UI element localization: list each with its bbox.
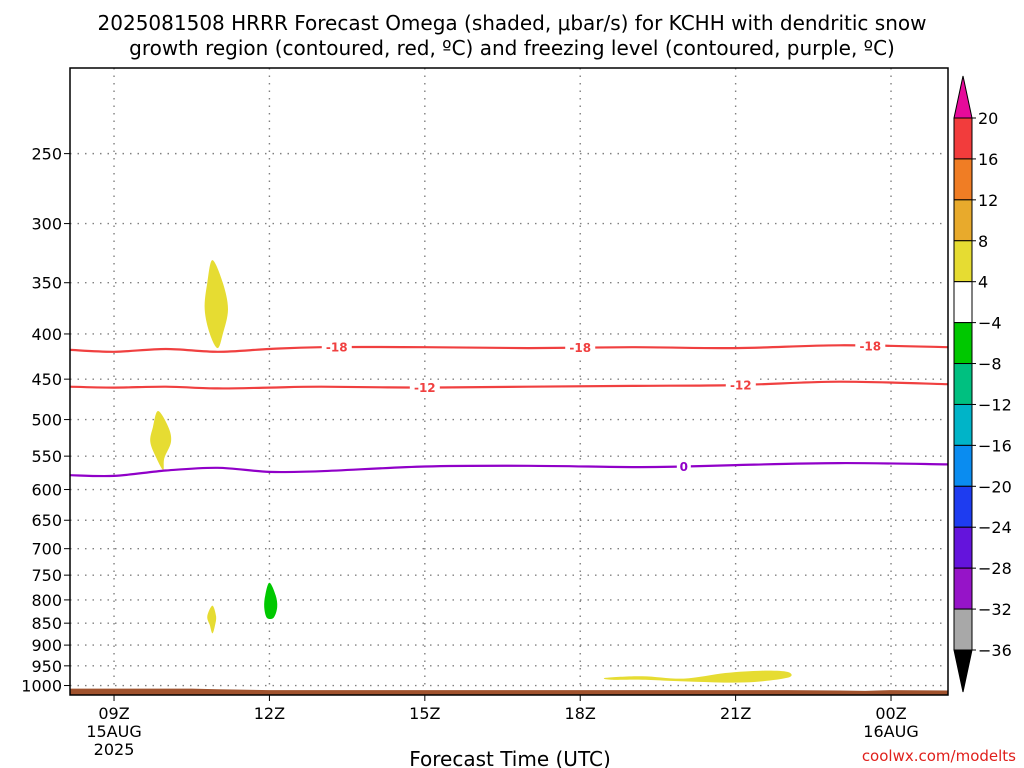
contour-label-0-1: -18	[569, 341, 591, 355]
omega-blob-1	[150, 411, 172, 470]
colorbar-band-8	[953, 444, 973, 487]
omega-blob-3	[264, 582, 278, 620]
colorbar-band-6	[953, 363, 973, 405]
x-tick-label-9-1: 15AUG	[86, 722, 141, 741]
y-tick-label-1000: 1000	[21, 677, 62, 696]
x-tick-label-24-1: 16AUG	[863, 722, 918, 741]
y-tick-label-700: 700	[31, 540, 62, 559]
y-tick-label-950: 950	[31, 657, 62, 676]
contour-label-bg	[676, 459, 691, 474]
contour-line-0	[69, 344, 949, 353]
title-line-2: growth region (contoured, red, ºC) and f…	[129, 36, 895, 60]
y-tick-label-250: 250	[31, 145, 62, 164]
omega-blob-2	[207, 605, 217, 634]
colorbar-band-4	[953, 281, 973, 324]
colorbar-label-10: −24	[978, 518, 1012, 537]
contours: -18 -18 -18 -12 -12 0	[69, 338, 949, 478]
contour-label-0-0: -18	[326, 341, 348, 355]
omega-blob-4	[603, 670, 792, 683]
colorbar-label-7: −12	[978, 395, 1012, 414]
surface-fill	[70, 688, 948, 695]
contour-label-2-0: 0	[680, 460, 688, 474]
x-tick-label-18-0: 18Z	[565, 704, 596, 723]
y-tick-label-750: 750	[31, 566, 62, 585]
title-line-1: 2025081508 HRRR Forecast Omega (shaded, …	[98, 11, 927, 35]
colorbar-label-3: 8	[978, 232, 988, 251]
colorbar-band-7	[953, 403, 973, 446]
surface-terrain	[70, 688, 948, 695]
contour-label-bg	[725, 377, 756, 392]
colorbar-label-2: 12	[978, 191, 998, 210]
y-tick-label-600: 600	[31, 481, 62, 500]
colorbar-band-12	[953, 608, 973, 651]
contour-line-1	[69, 380, 949, 390]
colorbar-label-12: −32	[978, 600, 1012, 619]
x-tick-label-9-2: 2025	[94, 740, 135, 759]
colorbar-band-3	[953, 240, 973, 283]
y-tick-label-550: 550	[31, 447, 62, 466]
y-tick-label-450: 450	[31, 370, 62, 389]
title: 2025081508 HRRR Forecast Omega (shaded, …	[98, 11, 927, 60]
colorbar-top-arrow	[953, 75, 973, 119]
plot-frame	[69, 67, 949, 696]
omega-shading	[150, 260, 792, 683]
contour-label-bg	[409, 380, 440, 395]
colorbar-band-5	[953, 322, 973, 365]
x-tick-label-15-0: 15Z	[409, 704, 440, 723]
colorbar-label-0: 20	[978, 109, 998, 128]
contour-label-1-1: -12	[730, 378, 752, 392]
y-tick-label-400: 400	[31, 325, 62, 344]
colorbar-label-1: 16	[978, 150, 998, 169]
colorbar-label-5: −4	[978, 314, 1002, 333]
colorbar-label-4: 4	[978, 273, 988, 292]
contour-label-bg	[565, 340, 596, 355]
y-tick-label-350: 350	[31, 274, 62, 293]
x-axis-label: Forecast Time (UTC)	[409, 747, 611, 768]
colorbar-label-11: −28	[978, 559, 1012, 578]
colorbar-band-0	[953, 117, 973, 160]
colorbar-band-11	[953, 567, 973, 610]
y-tick-label-650: 650	[31, 511, 62, 530]
y-tick-label-850: 850	[31, 614, 62, 633]
colorbar-label-8: −16	[978, 436, 1012, 455]
contour-label-bg	[855, 338, 886, 353]
colorbar-label-9: −20	[978, 477, 1012, 496]
colorbar-band-2	[953, 199, 973, 242]
y-tick-label-300: 300	[31, 215, 62, 234]
omega-blob-0	[204, 260, 228, 349]
contour-label-bg	[321, 340, 352, 355]
y-axis: 250 300 350 400 450 500 550 600 650 700 750 800 850 9…	[21, 145, 70, 696]
colorbar-bottom-arrow	[953, 649, 973, 693]
y-tick-label-900: 900	[31, 636, 62, 655]
colorbar-label-6: −8	[978, 355, 1002, 374]
credit-link[interactable]: coolwx.com/modelts	[862, 747, 1016, 765]
y-tick-label-800: 800	[31, 591, 62, 610]
colorbar-label-13: −36	[978, 641, 1012, 660]
colorbar: 20 16 12 8 4 −4 −8 −12 −16 −20 −24 −28 −32 −36	[953, 75, 1012, 693]
x-tick-label-9-0: 09Z	[98, 704, 129, 723]
y-tick-label-500: 500	[31, 411, 62, 430]
x-tick-label-24-0: 00Z	[875, 704, 906, 723]
colorbar-band-1	[953, 158, 973, 201]
contour-line-2	[69, 461, 949, 478]
colorbar-band-10	[953, 526, 973, 569]
x-tick-label-21-0: 21Z	[720, 704, 751, 723]
x-tick-label-12-0: 12Z	[254, 704, 285, 723]
contour-label-0-2: -18	[859, 339, 881, 353]
colorbar-band-9	[953, 485, 973, 528]
contour-label-1-0: -12	[414, 381, 436, 395]
